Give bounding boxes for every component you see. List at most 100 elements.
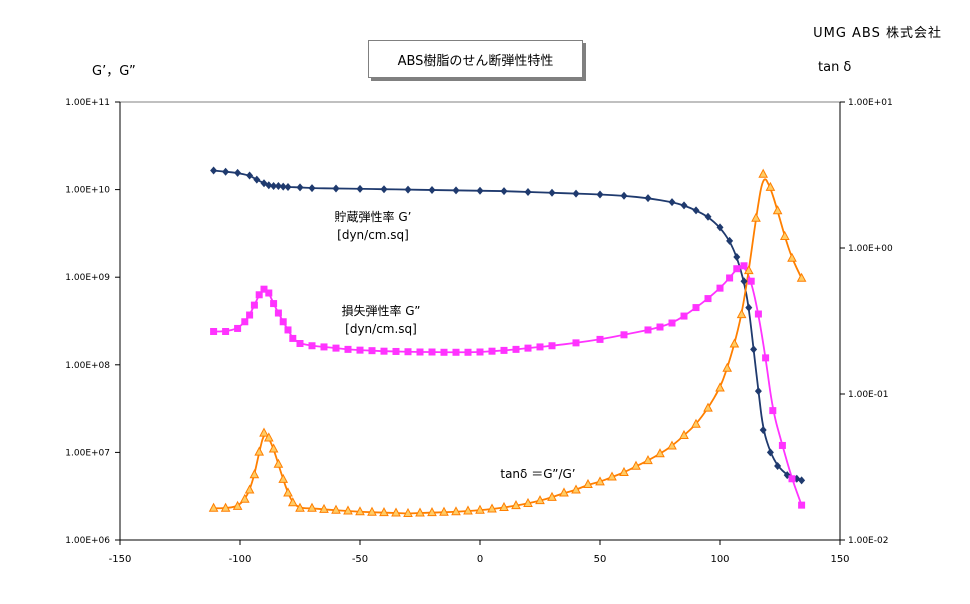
storage-modulus-point xyxy=(680,201,688,210)
plot-frame xyxy=(119,101,841,541)
tan-delta-point xyxy=(475,504,485,514)
storage-modulus-point xyxy=(668,198,676,207)
annotation-storage: 貯蔵弾性率 G’ xyxy=(335,209,412,224)
tan-delta-point xyxy=(679,429,689,439)
loss-modulus-point xyxy=(668,319,676,327)
tan-delta-point xyxy=(607,471,617,481)
loss-modulus-point xyxy=(440,348,448,356)
loss-modulus-point xyxy=(716,284,724,292)
loss-modulus-point xyxy=(596,335,604,343)
series-markers xyxy=(208,166,807,517)
storage-modulus-point xyxy=(476,186,484,195)
loss-modulus-point xyxy=(210,327,218,335)
annotation-tand: tanδ ＝G”/G’ xyxy=(500,467,575,481)
tan-delta-point xyxy=(367,506,377,516)
loss-modulus-point xyxy=(380,347,388,355)
storage-modulus-point xyxy=(572,189,580,198)
loss-modulus-point xyxy=(704,295,712,303)
loss-modulus-point xyxy=(620,331,628,339)
storage-modulus-point xyxy=(308,184,316,193)
storage-modulus-point xyxy=(524,187,532,196)
storage-modulus-point xyxy=(253,175,261,184)
x-tick-label: 0 xyxy=(477,554,483,565)
storage-modulus-point xyxy=(766,448,774,457)
loss-modulus-point xyxy=(536,343,544,351)
tan-delta-point xyxy=(307,502,317,512)
loss-modulus-point xyxy=(656,323,664,331)
tan-delta-point xyxy=(703,402,713,412)
tan-delta-point xyxy=(391,507,401,517)
tan-delta-point xyxy=(487,503,497,513)
loss-modulus-point xyxy=(308,342,316,350)
loss-modulus-point xyxy=(726,274,734,282)
x-tick-label: 100 xyxy=(710,554,729,565)
tan-delta-point xyxy=(729,338,740,348)
x-tick-label: 50 xyxy=(594,554,607,565)
loss-modulus-point xyxy=(733,265,741,273)
tan-delta-point xyxy=(439,506,449,516)
storage-modulus-point xyxy=(222,167,230,176)
storage-modulus-point xyxy=(596,190,604,199)
loss-modulus-point xyxy=(692,304,700,312)
y-left-tick-label: 1.00E+10 xyxy=(65,186,110,196)
tan-delta-point xyxy=(619,466,629,476)
tan-delta-point xyxy=(268,443,279,453)
storage-modulus-point xyxy=(733,253,741,262)
y-left-tick-label: 1.00E+11 xyxy=(65,98,110,108)
loss-modulus-point xyxy=(368,347,376,355)
loss-modulus-point xyxy=(284,326,292,334)
loss-modulus-point xyxy=(798,501,806,509)
tan-delta-point xyxy=(379,507,389,517)
loss-modulus-point xyxy=(788,475,796,483)
storage-modulus-point xyxy=(754,387,762,396)
left-axis-title: G’，G” xyxy=(92,64,136,79)
y-left-tick-label: 1.00E+07 xyxy=(65,448,110,458)
x-tick-label: -150 xyxy=(109,554,132,565)
loss-modulus-point xyxy=(250,301,258,309)
storage-modulus-point xyxy=(274,181,282,190)
loss-modulus-point xyxy=(296,340,304,348)
tan-delta-point xyxy=(249,469,260,479)
company-name: UMG ABS 株式会社 xyxy=(813,26,942,41)
tan-delta-point xyxy=(743,265,754,275)
loss-modulus-point xyxy=(488,347,496,355)
tan-delta-point xyxy=(511,500,521,510)
tan-delta-point xyxy=(571,484,581,494)
loss-modulus-point xyxy=(279,318,287,326)
tan-delta-point xyxy=(535,495,545,505)
tan-delta-point xyxy=(796,272,807,282)
annotation-loss: [dyn/cm.sq] xyxy=(345,322,417,336)
x-tick-label: 150 xyxy=(830,554,849,565)
series-line-tand xyxy=(213,178,803,515)
loss-modulus-point xyxy=(392,347,400,355)
loss-modulus-point xyxy=(404,348,412,356)
tan-delta-point xyxy=(403,507,413,517)
tan-delta-point xyxy=(254,446,265,456)
y-right-tick-label: 1.00E-01 xyxy=(848,390,888,400)
storage-modulus-point xyxy=(356,184,364,193)
loss-modulus-point xyxy=(270,300,278,308)
loss-modulus-point xyxy=(241,318,249,326)
y-right-tick-label: 1.00E+01 xyxy=(848,98,893,108)
loss-modulus-point xyxy=(512,345,520,353)
tan-delta-point xyxy=(787,252,797,262)
storage-modulus-point xyxy=(759,426,767,435)
annotation-loss: 損失弾性率 G” xyxy=(341,303,420,318)
tan-delta-point xyxy=(273,458,284,468)
y-right-tick-label: 1.00E+00 xyxy=(848,244,893,254)
tick-labels: -150 -100 -50 0 50 100 150 1.00E+06 1.00E+07 1.00… xyxy=(65,98,893,565)
tan-delta-point xyxy=(523,497,533,507)
storage-modulus-point xyxy=(284,183,292,192)
tan-delta-point xyxy=(283,487,293,497)
loss-modulus-point xyxy=(452,348,460,356)
y-left-tick-label: 1.00E+08 xyxy=(65,361,110,371)
storage-modulus-point xyxy=(500,187,508,196)
right-axis-title: tan δ xyxy=(818,60,852,75)
tan-delta-point xyxy=(547,491,557,501)
storage-modulus-point xyxy=(745,303,753,312)
loss-modulus-point xyxy=(524,344,532,352)
tan-delta-point xyxy=(295,502,305,512)
storage-modulus-point xyxy=(726,236,734,245)
storage-modulus-point xyxy=(265,181,273,190)
